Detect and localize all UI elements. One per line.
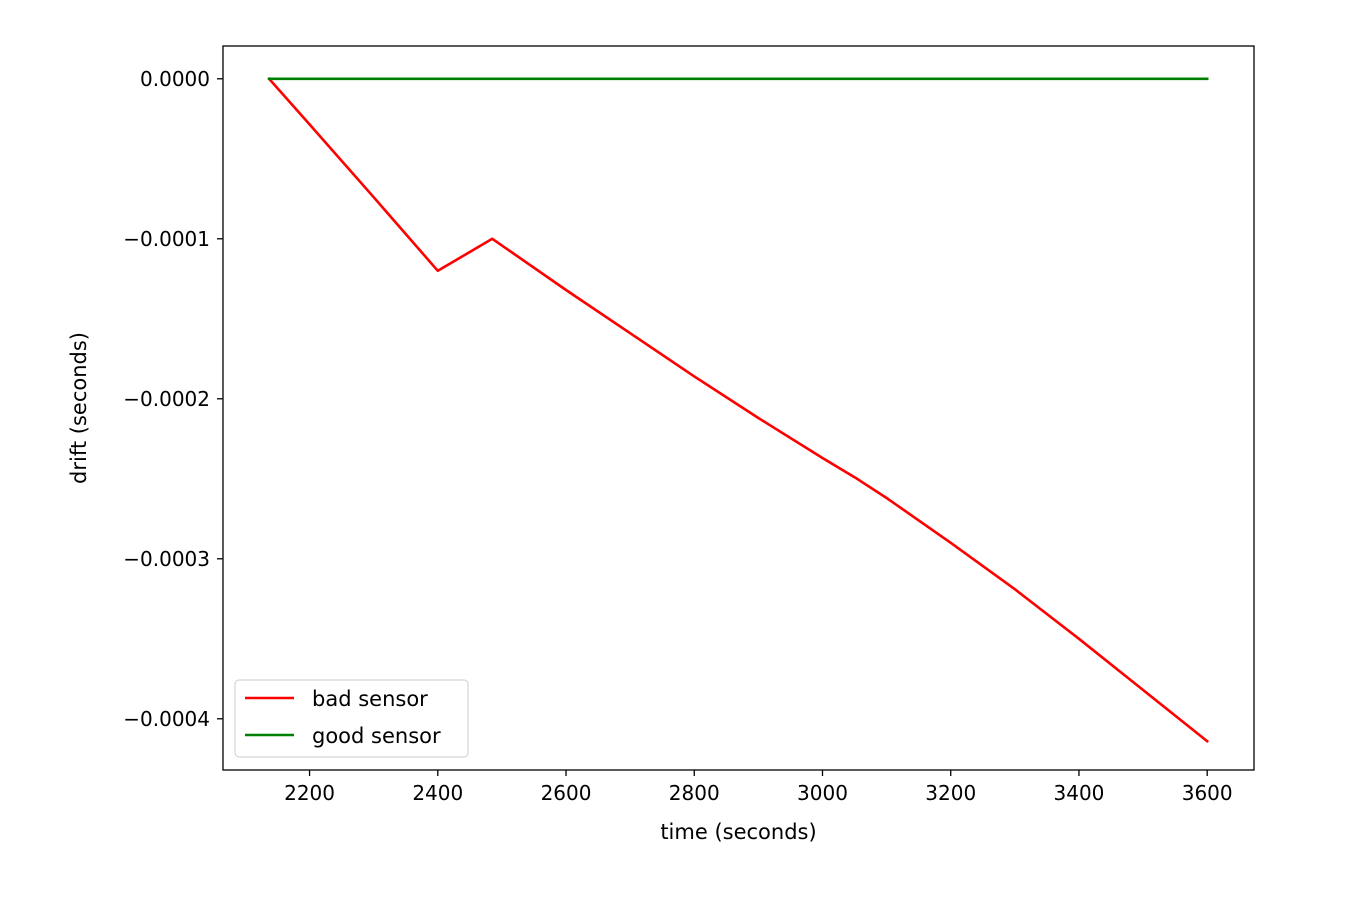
y-axis-ticks: 0.0000 −0.0001 −0.0002 −0.0003 −0.0004 <box>123 67 223 731</box>
x-tick-label: 2400 <box>412 781 463 805</box>
x-tick-label: 3200 <box>925 781 976 805</box>
legend-label-bad-sensor: bad sensor <box>312 687 428 711</box>
plot-layer <box>267 76 1210 744</box>
x-tick-label: 3400 <box>1054 781 1105 805</box>
y-tick-label: −0.0001 <box>123 227 210 251</box>
y-tick-label: −0.0002 <box>123 387 210 411</box>
x-axis-label: time (seconds) <box>660 820 816 844</box>
legend: bad sensor good sensor <box>234 679 469 758</box>
series-line-bad-sensor <box>267 76 1210 744</box>
y-axis-label: drift (seconds) <box>67 332 91 484</box>
legend-label-good-sensor: good sensor <box>312 724 441 748</box>
x-tick-label: 2200 <box>284 781 335 805</box>
plot-frame <box>222 45 1255 771</box>
x-tick-label: 3000 <box>797 781 848 805</box>
x-tick-label: 3600 <box>1182 781 1233 805</box>
x-axis-ticks: 2200 2400 2600 2800 3000 3200 3400 3600 <box>284 770 1233 805</box>
x-tick-label: 2800 <box>669 781 720 805</box>
y-tick-label: −0.0003 <box>123 547 210 571</box>
y-tick-label: −0.0004 <box>123 707 210 731</box>
x-tick-label: 2600 <box>541 781 592 805</box>
y-tick-label: 0.0000 <box>140 67 210 91</box>
